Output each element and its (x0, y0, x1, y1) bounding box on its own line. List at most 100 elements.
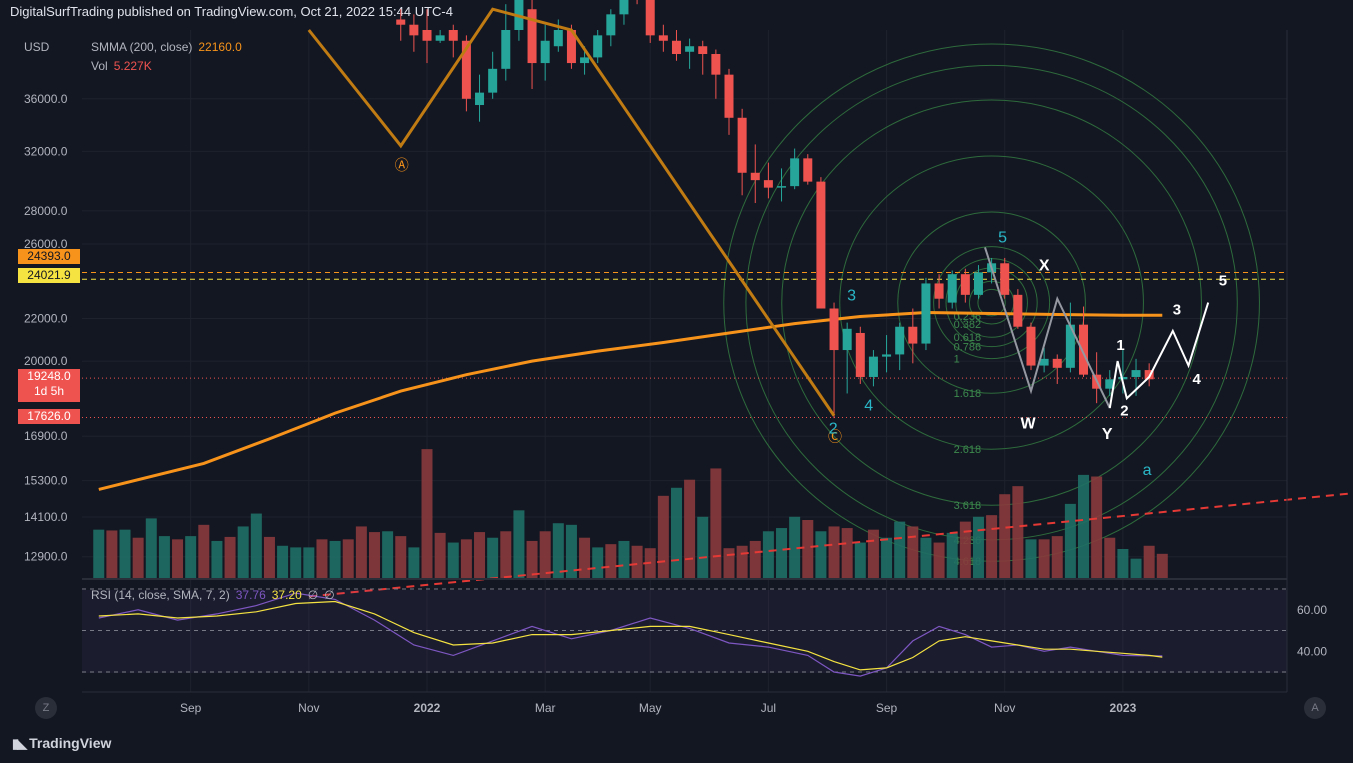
volume-bar (684, 479, 696, 578)
fib-circle (781, 99, 1202, 506)
volume-bars (93, 449, 1168, 578)
candle-body (908, 326, 918, 344)
rsi-legend-ma-value: 37.20 (271, 588, 302, 602)
candle-body (1039, 358, 1049, 366)
candle-body (763, 180, 773, 188)
wave-label-cyan: 5 (998, 229, 1007, 246)
volume-bar (1091, 476, 1103, 578)
price-tag-low: 17626.0 (18, 409, 80, 424)
price-tag-orange: 24393.0 (18, 249, 80, 264)
volume-bar (723, 548, 735, 578)
fib-circle (933, 246, 1051, 360)
candle-body (435, 35, 445, 41)
volume-bar (211, 540, 223, 578)
fib-circle (977, 288, 1006, 317)
volume-bar (290, 547, 302, 578)
candle-body (619, 0, 629, 15)
time-axis-tick: Mar (535, 701, 556, 715)
price-tag-yellow: 24021.9 (18, 268, 80, 283)
volume-legend-value: 5.227K (113, 59, 152, 73)
volume-bar (631, 545, 643, 578)
red-trendline (308, 492, 1353, 598)
candle-body (711, 54, 721, 75)
candle-body (645, 0, 655, 36)
volume-bar (1078, 474, 1090, 578)
volume-bar (946, 532, 958, 578)
rsi-band-fill (82, 590, 1287, 673)
volume-bar (907, 526, 919, 578)
volume-bar (342, 539, 354, 578)
candle-body (488, 68, 498, 93)
volume-bar (526, 540, 538, 578)
auto-scale-button[interactable]: A (1304, 697, 1326, 719)
wave-label-projection: 3 (1173, 302, 1181, 319)
last-price-value: 19248.0 (27, 369, 71, 383)
volume-bar (657, 495, 669, 578)
bar-countdown: 1d 5h (33, 384, 65, 398)
volume-bar (552, 523, 564, 578)
volume-bar (185, 536, 197, 578)
time-axis-tick: Sep (876, 701, 898, 715)
volume-bar (277, 545, 289, 578)
tradingview-logo[interactable]: ▮◣ TradingView (12, 735, 111, 752)
volume-bar (592, 547, 604, 578)
time-axis-tick: 2023 (1110, 701, 1137, 715)
main-pane[interactable]: 0.2360.3820.6180.78611.6182.6183.6184.23… (82, 0, 1353, 692)
volume-bar (1038, 539, 1050, 578)
candle-body (829, 308, 839, 351)
volume-bar (920, 537, 932, 578)
candle-body (527, 9, 537, 64)
fib-circle-label: 0.786 (954, 342, 982, 354)
candle-body (553, 30, 563, 47)
fib-circle-label: 0.382 (954, 319, 982, 331)
price-axis-tick: 32000.0 (24, 144, 68, 158)
volume-legend[interactable]: Vol 5.227K (91, 59, 152, 73)
candle-body (448, 30, 458, 41)
candle-body (934, 283, 944, 299)
candle-body (973, 272, 983, 295)
fib-circle-label: 1.618 (954, 388, 982, 400)
rsi-legend[interactable]: RSI (14, close, SMA, 7, 2) 37.76 37.20 ∅ ∅ (91, 588, 335, 602)
price-axis-tick: 20000.0 (24, 354, 68, 368)
red-dashed-trendline (308, 492, 1353, 598)
volume-bar (749, 540, 761, 578)
fib-circle-label: 3.618 (954, 500, 982, 512)
price-axis-tick: 26000.0 (24, 237, 68, 251)
timezone-button[interactable]: Z (35, 697, 57, 719)
candle-body (1000, 263, 1010, 295)
tradingview-logo-icon: ▮◣ (12, 736, 27, 751)
candle-body (580, 57, 590, 64)
rsi-pane[interactable] (82, 588, 1287, 677)
candle-body (855, 332, 865, 377)
candle-body (606, 14, 616, 36)
volume-bar (854, 542, 866, 578)
volume-bar (539, 531, 551, 578)
candle-body (671, 40, 681, 55)
candle-body (895, 326, 905, 355)
candle-body (882, 354, 892, 357)
volume-bar (999, 494, 1011, 578)
currency-label: USD (24, 40, 50, 54)
time-axis[interactable]: Sep Nov 2022 Mar May Jul Sep Nov 2023 (180, 701, 1137, 715)
wave-projection-line (1108, 302, 1210, 409)
wave-label-cyan: 2 (829, 421, 838, 438)
volume-bar (329, 540, 341, 578)
price-axis-tick: 12900.0 (24, 550, 68, 564)
candle-body (698, 46, 708, 55)
fib-circle-label: 2.618 (954, 444, 982, 456)
price-axis-tick: 14100.0 (24, 510, 68, 524)
horizontal-levels (82, 271, 1287, 418)
volume-bar (119, 529, 131, 578)
volume-bar (355, 526, 367, 578)
volume-bar (933, 542, 945, 578)
volume-bar (421, 449, 433, 578)
volume-bar (762, 531, 774, 578)
smma-legend[interactable]: SMMA (200, close) 22160.0 (91, 40, 242, 54)
volume-bar (1130, 558, 1142, 578)
volume-bar (605, 544, 617, 578)
volume-bar (368, 532, 380, 578)
price-axis[interactable]: 36000.0 32000.0 28000.0 26000.0 22000.0 20000… (24, 92, 1327, 658)
wave-label-cyan: 3 (847, 288, 856, 305)
candle-body (685, 46, 695, 52)
